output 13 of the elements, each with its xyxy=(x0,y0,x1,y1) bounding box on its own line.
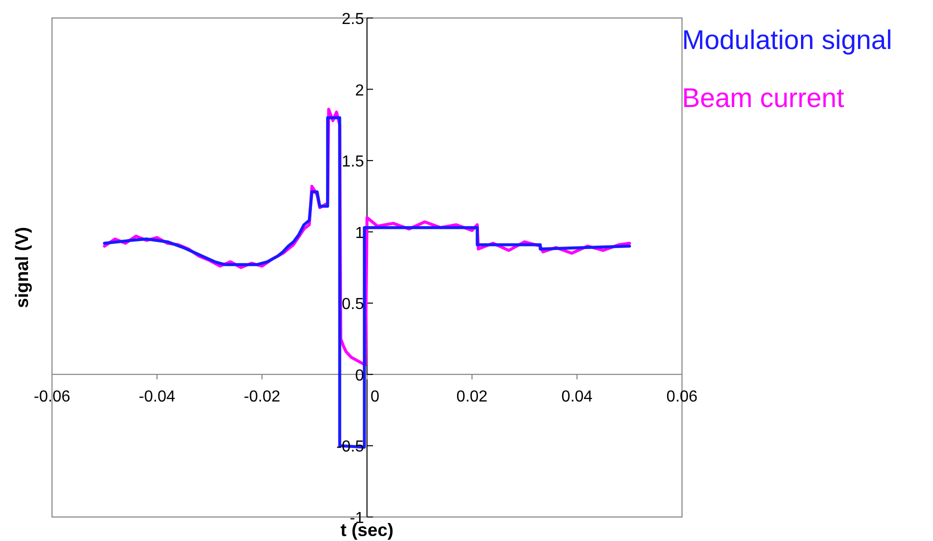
x-tick-label: 0 xyxy=(370,388,380,406)
y-tick-label: 2.5 xyxy=(342,11,364,28)
x-tick-label: 0.04 xyxy=(561,388,593,406)
text: Modulation signal xyxy=(682,25,892,55)
y-tick-label: 2 xyxy=(355,82,364,100)
y-axis-title: signal (V) xyxy=(12,226,32,308)
x-tick-label: -0.02 xyxy=(244,388,280,406)
text: Beam current xyxy=(682,83,845,113)
x-tick-label: 0.06 xyxy=(666,388,698,406)
x-tick-label: -0.06 xyxy=(34,388,70,406)
y-tick-label: 1.5 xyxy=(342,154,364,171)
x-tick-label: -0.04 xyxy=(138,388,176,406)
x-tick-label: 0.02 xyxy=(456,388,488,406)
